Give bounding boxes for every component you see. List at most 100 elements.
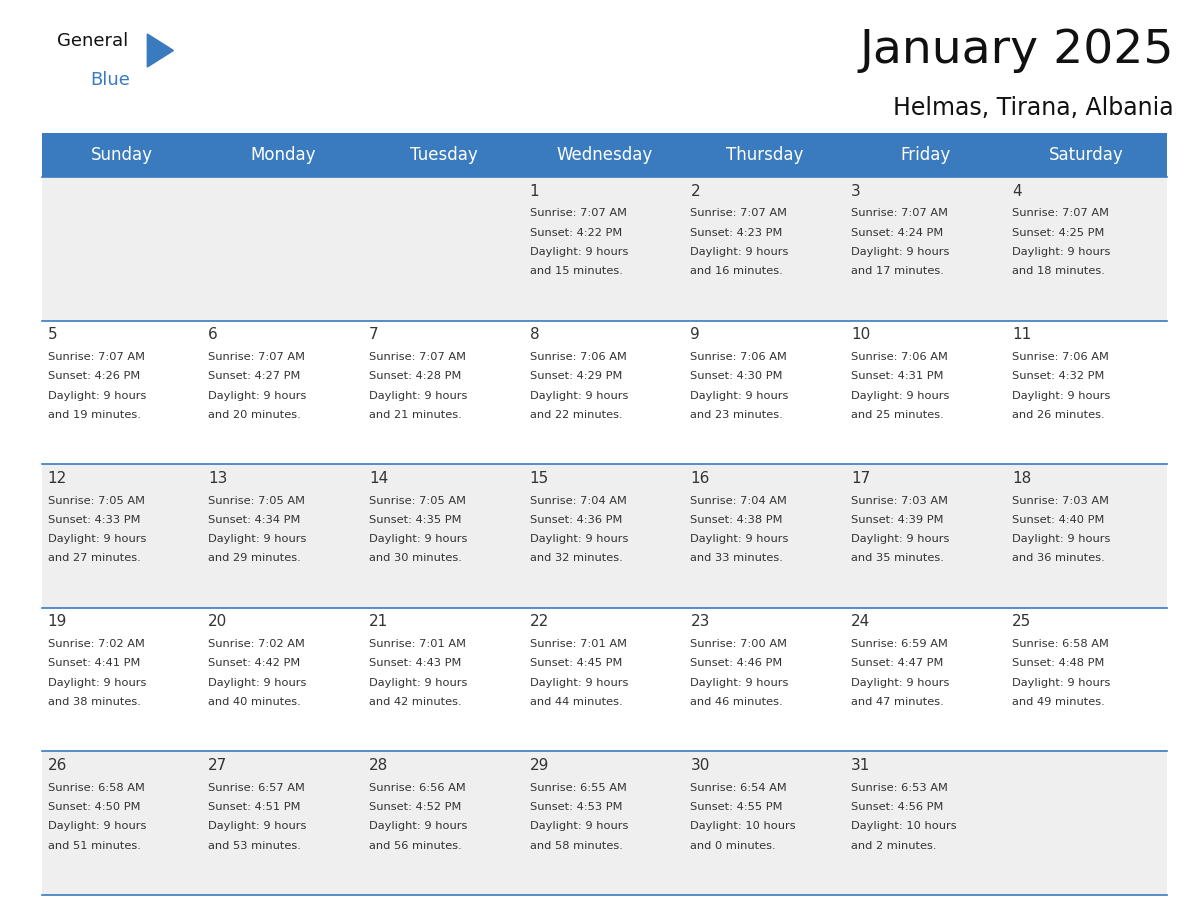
Text: January 2025: January 2025 bbox=[859, 28, 1174, 73]
Bar bbox=[42, 608, 1167, 752]
Bar bbox=[1006, 133, 1167, 177]
Bar bbox=[42, 133, 202, 177]
Text: and 26 minutes.: and 26 minutes. bbox=[1012, 409, 1105, 420]
Text: 12: 12 bbox=[48, 471, 67, 486]
Text: Sunset: 4:29 PM: Sunset: 4:29 PM bbox=[530, 371, 623, 381]
Bar bbox=[42, 177, 1167, 320]
Text: and 33 minutes.: and 33 minutes. bbox=[690, 554, 783, 564]
Text: Sunrise: 6:54 AM: Sunrise: 6:54 AM bbox=[690, 783, 788, 792]
Text: Sunset: 4:40 PM: Sunset: 4:40 PM bbox=[1012, 515, 1104, 525]
Text: General: General bbox=[57, 32, 128, 50]
Text: Sunrise: 7:07 AM: Sunrise: 7:07 AM bbox=[48, 352, 145, 362]
Text: Daylight: 9 hours: Daylight: 9 hours bbox=[530, 677, 628, 688]
Bar bbox=[42, 320, 1167, 465]
Text: Sunset: 4:42 PM: Sunset: 4:42 PM bbox=[208, 658, 301, 668]
Text: Sunset: 4:51 PM: Sunset: 4:51 PM bbox=[208, 802, 301, 812]
Text: Sunrise: 7:07 AM: Sunrise: 7:07 AM bbox=[369, 352, 466, 362]
Text: and 49 minutes.: and 49 minutes. bbox=[1012, 697, 1105, 707]
Text: Daylight: 9 hours: Daylight: 9 hours bbox=[48, 390, 146, 400]
Text: Daylight: 9 hours: Daylight: 9 hours bbox=[48, 822, 146, 831]
Text: Daylight: 9 hours: Daylight: 9 hours bbox=[530, 534, 628, 544]
Text: 25: 25 bbox=[1012, 614, 1031, 630]
Text: Sunrise: 7:02 AM: Sunrise: 7:02 AM bbox=[48, 639, 145, 649]
Text: Sunrise: 7:07 AM: Sunrise: 7:07 AM bbox=[530, 208, 627, 218]
Text: Daylight: 9 hours: Daylight: 9 hours bbox=[369, 677, 467, 688]
Text: 17: 17 bbox=[851, 471, 871, 486]
Text: Sunset: 4:48 PM: Sunset: 4:48 PM bbox=[1012, 658, 1104, 668]
Text: 21: 21 bbox=[369, 614, 388, 630]
Text: 5: 5 bbox=[48, 327, 57, 342]
Text: Thursday: Thursday bbox=[726, 146, 803, 164]
Text: 2: 2 bbox=[690, 184, 700, 198]
Text: Sunrise: 7:04 AM: Sunrise: 7:04 AM bbox=[530, 496, 626, 506]
Text: 26: 26 bbox=[48, 758, 67, 773]
Text: Daylight: 9 hours: Daylight: 9 hours bbox=[369, 534, 467, 544]
Text: Sunset: 4:34 PM: Sunset: 4:34 PM bbox=[208, 515, 301, 525]
Text: Sunset: 4:41 PM: Sunset: 4:41 PM bbox=[48, 658, 140, 668]
Bar bbox=[845, 133, 1006, 177]
Text: 24: 24 bbox=[851, 614, 871, 630]
Text: Daylight: 9 hours: Daylight: 9 hours bbox=[208, 534, 307, 544]
Text: Sunrise: 7:06 AM: Sunrise: 7:06 AM bbox=[851, 352, 948, 362]
Text: Sunset: 4:23 PM: Sunset: 4:23 PM bbox=[690, 228, 783, 238]
Text: and 30 minutes.: and 30 minutes. bbox=[369, 554, 462, 564]
Text: Helmas, Tirana, Albania: Helmas, Tirana, Albania bbox=[893, 96, 1174, 120]
Text: Sunrise: 6:53 AM: Sunrise: 6:53 AM bbox=[851, 783, 948, 792]
Text: Sunrise: 7:07 AM: Sunrise: 7:07 AM bbox=[690, 208, 788, 218]
Text: Sunset: 4:35 PM: Sunset: 4:35 PM bbox=[369, 515, 461, 525]
Text: and 53 minutes.: and 53 minutes. bbox=[208, 841, 301, 850]
Bar bbox=[42, 465, 1167, 608]
Text: 1: 1 bbox=[530, 184, 539, 198]
Text: and 35 minutes.: and 35 minutes. bbox=[851, 554, 944, 564]
Bar bbox=[42, 752, 1167, 895]
Text: Daylight: 9 hours: Daylight: 9 hours bbox=[369, 822, 467, 831]
Text: 6: 6 bbox=[208, 327, 217, 342]
Text: Sunrise: 7:06 AM: Sunrise: 7:06 AM bbox=[530, 352, 626, 362]
Text: and 22 minutes.: and 22 minutes. bbox=[530, 409, 623, 420]
Text: Sunrise: 6:56 AM: Sunrise: 6:56 AM bbox=[369, 783, 466, 792]
Text: Sunset: 4:36 PM: Sunset: 4:36 PM bbox=[530, 515, 623, 525]
Text: Sunset: 4:24 PM: Sunset: 4:24 PM bbox=[851, 228, 943, 238]
Text: Monday: Monday bbox=[249, 146, 315, 164]
Text: and 56 minutes.: and 56 minutes. bbox=[369, 841, 462, 850]
Text: Daylight: 9 hours: Daylight: 9 hours bbox=[690, 677, 789, 688]
Text: Daylight: 9 hours: Daylight: 9 hours bbox=[851, 677, 949, 688]
Text: Sunrise: 6:55 AM: Sunrise: 6:55 AM bbox=[530, 783, 626, 792]
Text: Sunset: 4:50 PM: Sunset: 4:50 PM bbox=[48, 802, 140, 812]
Text: Sunrise: 7:05 AM: Sunrise: 7:05 AM bbox=[369, 496, 466, 506]
Text: Daylight: 9 hours: Daylight: 9 hours bbox=[208, 390, 307, 400]
Text: Daylight: 9 hours: Daylight: 9 hours bbox=[690, 247, 789, 257]
Text: Sunrise: 6:59 AM: Sunrise: 6:59 AM bbox=[851, 639, 948, 649]
Text: Daylight: 9 hours: Daylight: 9 hours bbox=[48, 534, 146, 544]
Text: and 51 minutes.: and 51 minutes. bbox=[48, 841, 140, 850]
Text: Sunset: 4:33 PM: Sunset: 4:33 PM bbox=[48, 515, 140, 525]
Text: and 42 minutes.: and 42 minutes. bbox=[369, 697, 462, 707]
Text: Sunset: 4:46 PM: Sunset: 4:46 PM bbox=[690, 658, 783, 668]
Text: Sunrise: 7:03 AM: Sunrise: 7:03 AM bbox=[851, 496, 948, 506]
Text: Daylight: 10 hours: Daylight: 10 hours bbox=[851, 822, 956, 831]
Text: Sunset: 4:53 PM: Sunset: 4:53 PM bbox=[530, 802, 623, 812]
Text: Sunrise: 7:05 AM: Sunrise: 7:05 AM bbox=[208, 496, 305, 506]
Text: Sunrise: 7:07 AM: Sunrise: 7:07 AM bbox=[851, 208, 948, 218]
Text: Sunset: 4:52 PM: Sunset: 4:52 PM bbox=[369, 802, 461, 812]
Text: and 15 minutes.: and 15 minutes. bbox=[530, 266, 623, 276]
Text: and 47 minutes.: and 47 minutes. bbox=[851, 697, 944, 707]
Text: Tuesday: Tuesday bbox=[410, 146, 478, 164]
Text: Sunset: 4:22 PM: Sunset: 4:22 PM bbox=[530, 228, 623, 238]
Text: Sunset: 4:26 PM: Sunset: 4:26 PM bbox=[48, 371, 140, 381]
Text: 28: 28 bbox=[369, 758, 388, 773]
Polygon shape bbox=[147, 34, 173, 67]
Text: and 20 minutes.: and 20 minutes. bbox=[208, 409, 301, 420]
Text: Sunrise: 6:57 AM: Sunrise: 6:57 AM bbox=[208, 783, 305, 792]
Text: and 17 minutes.: and 17 minutes. bbox=[851, 266, 944, 276]
Text: and 0 minutes.: and 0 minutes. bbox=[690, 841, 776, 850]
Bar bbox=[202, 133, 364, 177]
Text: 16: 16 bbox=[690, 471, 709, 486]
Text: Sunrise: 6:58 AM: Sunrise: 6:58 AM bbox=[48, 783, 145, 792]
Text: 29: 29 bbox=[530, 758, 549, 773]
Text: Sunset: 4:39 PM: Sunset: 4:39 PM bbox=[851, 515, 943, 525]
Text: and 44 minutes.: and 44 minutes. bbox=[530, 697, 623, 707]
Text: Sunset: 4:28 PM: Sunset: 4:28 PM bbox=[369, 371, 461, 381]
Text: 11: 11 bbox=[1012, 327, 1031, 342]
Text: 30: 30 bbox=[690, 758, 709, 773]
